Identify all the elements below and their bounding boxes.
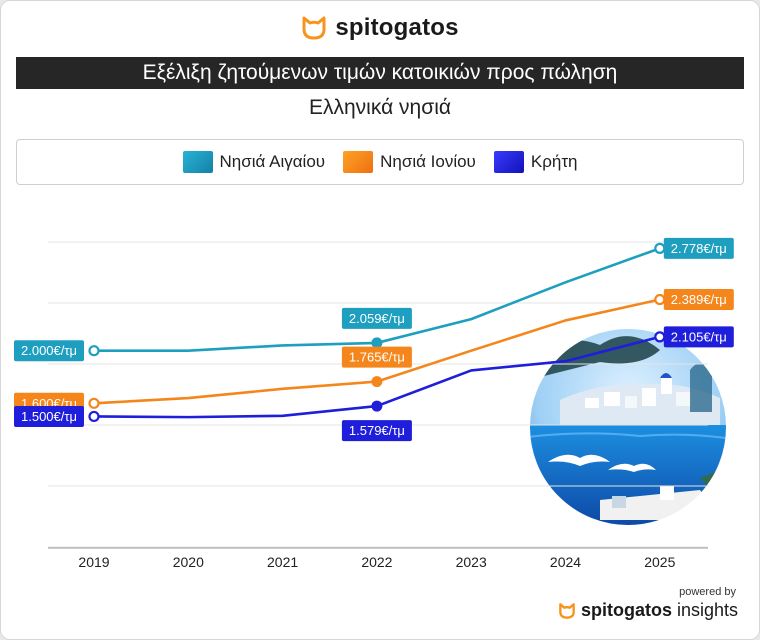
legend-label-aegean: Νησιά Αιγαίου xyxy=(219,152,326,171)
data-point xyxy=(371,400,383,412)
x-tick-label: 2019 xyxy=(78,554,109,570)
x-tick-label: 2021 xyxy=(267,554,298,570)
series-line xyxy=(94,247,661,352)
data-point xyxy=(654,242,666,254)
value-label: 2.000€/τμ xyxy=(14,340,84,362)
chart-legend: Νησιά Αιγαίου Νησιά Ιονίου Κρήτη xyxy=(16,139,744,185)
cat-head-icon-small xyxy=(559,602,575,619)
svg-text:2.778€/τμ: 2.778€/τμ xyxy=(671,241,727,256)
legend-item-aegean: Νησιά Αιγαίου xyxy=(182,151,326,173)
x-tick-label: 2024 xyxy=(550,554,581,570)
value-label: 2.778€/τμ xyxy=(663,237,734,259)
data-point xyxy=(654,293,666,306)
value-label: 2.059€/τμ xyxy=(341,307,412,329)
svg-text:2.389€/τμ: 2.389€/τμ xyxy=(671,292,727,307)
data-point xyxy=(88,345,100,357)
value-label: 1.579€/τμ xyxy=(341,420,412,442)
value-label: 2.105€/τμ xyxy=(663,326,734,348)
island-illustration xyxy=(529,328,727,526)
x-tick-label: 2025 xyxy=(644,554,675,570)
legend-item-ionian: Νησιά Ιονίου xyxy=(343,151,476,173)
footer-brand-suffix: insights xyxy=(676,600,738,620)
svg-text:1.500€/τμ: 1.500€/τμ xyxy=(21,409,77,424)
svg-text:2.000€/τμ: 2.000€/τμ xyxy=(21,343,77,358)
value-label: 2.389€/τμ xyxy=(663,289,734,311)
legend-swatch-crete xyxy=(493,151,524,173)
svg-text:2.059€/τμ: 2.059€/τμ xyxy=(349,311,405,326)
data-point xyxy=(88,397,100,409)
value-label: 1.500€/τμ xyxy=(14,405,84,427)
legend-item-crete: Κρήτη xyxy=(493,151,578,173)
legend-swatch-aegean xyxy=(182,151,213,173)
legend-label-crete: Κρήτη xyxy=(530,152,578,171)
legend-label-ionian: Νησιά Ιονίου xyxy=(380,152,476,171)
cat-head-icon xyxy=(302,16,326,40)
footer-brand: spitogatos insights xyxy=(558,600,738,621)
svg-text:1.765€/τμ: 1.765€/τμ xyxy=(349,350,405,365)
powered-by-label: powered by xyxy=(679,586,736,598)
data-point xyxy=(371,337,383,349)
x-tick-label: 2022 xyxy=(361,554,392,570)
x-tick-label: 2023 xyxy=(456,554,487,570)
data-point xyxy=(654,331,666,343)
brand-name: spitogatos xyxy=(335,14,459,41)
x-tick-label: 2020 xyxy=(173,554,204,570)
brand-header: spitogatos xyxy=(0,14,760,42)
chart-title: Εξέλιξη ζητούμενων τιμών κατοικιών προς … xyxy=(16,57,744,89)
svg-text:2.105€/τμ: 2.105€/τμ xyxy=(671,329,727,344)
svg-text:1.579€/τμ: 1.579€/τμ xyxy=(349,423,405,438)
illustration-frame xyxy=(528,327,728,527)
data-point xyxy=(371,376,383,388)
legend-swatch-ionian xyxy=(343,151,374,173)
value-label: 1.765€/τμ xyxy=(341,346,412,368)
chart-subtitle: Ελληνικά νησιά xyxy=(308,96,452,119)
footer-brand-name: spitogatos xyxy=(580,600,672,620)
data-point xyxy=(88,410,100,423)
